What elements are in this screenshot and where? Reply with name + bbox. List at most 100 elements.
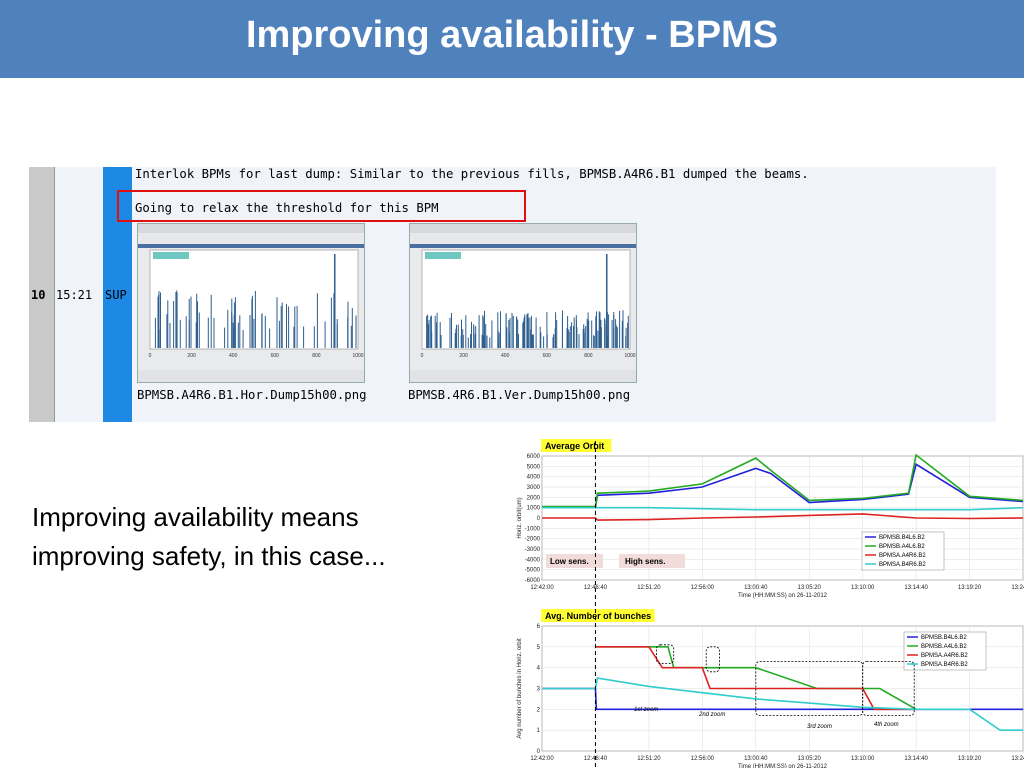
thumb-bar	[471, 321, 472, 348]
y-tick-label: 1000	[527, 506, 541, 512]
thumb-bar	[227, 310, 229, 348]
thumb-bar	[627, 322, 629, 348]
x-tick-label: 12:51:20	[637, 585, 661, 591]
zoom-label: 2nd zoom	[698, 712, 725, 718]
thumb-bar	[460, 335, 462, 348]
thumb-bar	[278, 320, 280, 348]
thumb-bar	[430, 316, 432, 348]
thumb-bar	[546, 334, 548, 348]
thumb-panel-header	[410, 244, 636, 248]
entry-time: 15:21	[56, 288, 93, 302]
thumb-bar	[522, 322, 524, 348]
thumb-legend	[153, 252, 189, 259]
y-tick-label: 4000	[527, 475, 541, 481]
thumb-bar	[330, 297, 332, 348]
screenshot-thumbnail-ver[interactable]: 0 200 400 600 800 1000	[409, 223, 637, 383]
legend-entry: BPMSA.A4R6.B2	[879, 553, 926, 559]
thumb-tick-label: 0	[421, 353, 424, 359]
thumb-bars-hor	[154, 254, 357, 348]
x-axis-label: Time (HH:MM:SS) on 26-11-2012	[738, 764, 828, 768]
thumb-bar	[619, 310, 621, 348]
y-tick-label: 2000	[527, 495, 541, 501]
thumb-tick-label: 400	[501, 353, 510, 359]
thumb-bar	[449, 317, 451, 348]
thumb-bar	[179, 319, 181, 348]
screenshot-thumbnail-hor[interactable]: 0 200 400 600 800 1000	[137, 223, 365, 383]
thumb-bar	[526, 314, 528, 348]
thumb-ticks-hor: 0 200 400 600 800 1000	[149, 353, 364, 359]
series-line	[542, 453, 1024, 508]
thumb-bar	[517, 319, 519, 348]
thumb-bar	[615, 325, 617, 348]
thumb-bar	[621, 329, 623, 348]
x-tick-label: 13:14:40	[904, 756, 928, 762]
thumb-bar	[470, 334, 472, 348]
thumb-bar	[224, 327, 226, 348]
thumb-bar	[190, 296, 192, 348]
thumb-ticks-ver: 0 200 400 600 800 1000	[421, 353, 636, 359]
zoom-label: 1st zoom	[634, 707, 658, 713]
thumb-bar	[293, 326, 295, 348]
thumb-bar	[516, 316, 517, 348]
thumb-bar	[485, 323, 487, 348]
thumb-bar	[573, 326, 574, 348]
thumb-bar	[158, 291, 160, 348]
thumb-bar	[489, 337, 491, 348]
zoom-box	[755, 660, 864, 716]
thumb-bar	[213, 318, 215, 348]
legend-entry: BPMSB.B4L6.B2	[921, 635, 967, 641]
thumb-tick-label: 600	[543, 353, 552, 359]
thumb-bar	[461, 319, 462, 348]
thumb-bar	[583, 332, 585, 348]
thumb-bar	[454, 332, 456, 348]
thumb-bar	[288, 306, 290, 348]
thumb-bar	[527, 312, 529, 348]
thumb-bar	[497, 312, 499, 348]
x-tick-label: 13:10:00	[851, 756, 875, 762]
thumb-bar	[475, 326, 477, 348]
thumb-bar	[333, 293, 335, 348]
thumb-bar	[455, 328, 457, 348]
thumb-bar	[599, 312, 601, 348]
thumb-bar	[505, 314, 507, 348]
thumb-bar	[436, 322, 437, 348]
thumb-bar	[210, 294, 212, 348]
title-bar	[0, 0, 1024, 78]
chart-title-badge	[541, 609, 655, 622]
thumb-bar	[569, 331, 571, 348]
y-axis-label: Horiz. orbit(um)	[517, 497, 523, 538]
thumb-bar	[237, 322, 239, 348]
thumb-bar	[157, 296, 159, 348]
thumb-bar	[597, 330, 599, 348]
legend-entry: BPMSA.A4R6.B2	[921, 653, 968, 659]
thumb-panel-header	[138, 244, 364, 248]
thumb-tick-label: 1000	[624, 353, 635, 359]
thumb-bar	[428, 319, 430, 348]
chart-title: Average Orbit	[545, 441, 604, 451]
thumb-bar	[556, 320, 558, 348]
thumb-bar	[465, 315, 467, 348]
x-tick-label: 13:10:00	[851, 585, 875, 591]
thumb-bar	[553, 334, 555, 348]
x-tick-label: 13:05:20	[798, 756, 822, 762]
thumb-bar	[457, 324, 459, 348]
thumb-bar	[474, 333, 476, 348]
thumb-bar	[543, 336, 545, 348]
thumb-bar	[175, 292, 177, 348]
thumb-bar	[512, 315, 514, 348]
caption-ver[interactable]: BPMSB.4R6.B1.Ver.Dump15h00.png	[408, 388, 631, 402]
thumb-bar	[509, 332, 510, 348]
thumb-tick-label: 200	[187, 353, 196, 359]
x-tick-label: 12:42:00	[530, 756, 554, 762]
thumb-bar	[596, 311, 597, 348]
thumb-bar	[430, 315, 432, 348]
thumb-bar	[528, 317, 530, 348]
y-tick-label: 0	[537, 749, 541, 755]
x-tick-label: 13:14:40	[904, 585, 928, 591]
orbit-figures: 12:42:0012:46:4012:51:2012:56:0013:00:40…	[512, 437, 1024, 770]
thumb-bar	[188, 320, 190, 348]
y-tick-label: 3000	[527, 485, 541, 491]
thumb-status-bar	[138, 370, 364, 382]
y-tick-label: 6000	[527, 454, 541, 460]
caption-hor[interactable]: BPMSB.A4R6.B1.Hor.Dump15h00.png	[137, 388, 367, 402]
